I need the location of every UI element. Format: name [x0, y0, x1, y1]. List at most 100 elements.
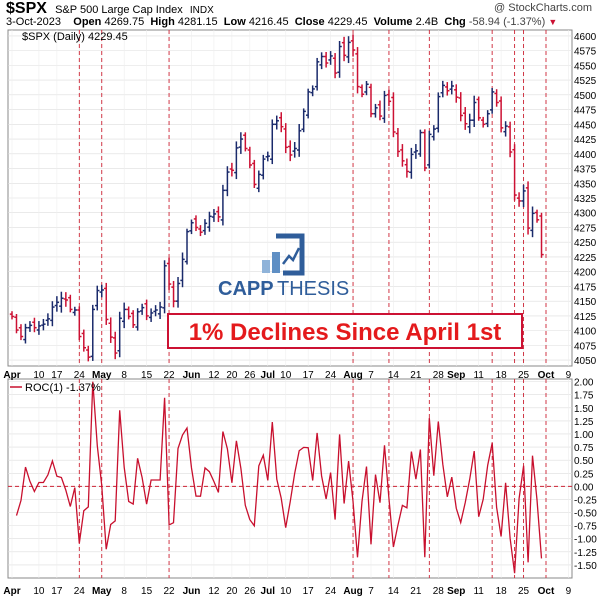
ohlc-bar: [413, 144, 419, 159]
ohlc-bar: [243, 132, 248, 152]
roc-y-tick-label: 1.25: [574, 417, 594, 428]
ohlc-bar: [121, 302, 127, 329]
ohlc-bar: [418, 129, 423, 157]
ohlc-bar: [431, 125, 437, 141]
ohlc-bar: [144, 299, 149, 321]
roc-y-tick-label: -0.25: [574, 495, 597, 506]
ohlc-bar: [139, 303, 145, 315]
price-x-tick-label: 17: [303, 370, 315, 381]
roc-x-tick-label: 7: [368, 586, 374, 597]
ohlc-bar: [157, 301, 163, 320]
price-y-tick-label: 4175: [574, 282, 597, 293]
logo-arrow: [282, 247, 301, 265]
ohlc-bar: [238, 132, 244, 154]
price-x-tick-label: 14: [388, 370, 400, 381]
logo-text-thesis: THESIS: [277, 278, 349, 300]
ohlc-bar: [512, 144, 517, 201]
ohlc-bar: [422, 129, 428, 172]
roc-y-tick-label: -0.50: [574, 509, 597, 520]
ohlc-bar: [332, 53, 338, 79]
price-y-tick-label: 4350: [574, 179, 597, 190]
roc-legend-text: ROC(1) -1.37%: [25, 382, 101, 394]
ohlc-bar: [135, 308, 140, 331]
roc-y-tick-label: -1.25: [574, 548, 597, 559]
ohlc-bar: [516, 192, 522, 207]
ohlc-bar: [99, 284, 104, 298]
price-y-tick-label: 4400: [574, 150, 597, 161]
roc-x-tick-label: 11: [473, 586, 484, 597]
ohlc-bar: [171, 280, 176, 308]
price-x-tick-label: 18: [496, 370, 508, 381]
ohlc-bar: [130, 310, 136, 328]
ohlc-bar: [108, 317, 113, 343]
ohlc-bar: [458, 92, 463, 122]
ohlc-bar: [319, 52, 324, 70]
price-x-tick-label: Aug: [343, 370, 362, 381]
close-value: 4229.45: [327, 16, 368, 28]
ohlc-bar: [498, 96, 504, 133]
ohlc-bar: [440, 80, 445, 98]
ohlc-bar: [368, 83, 374, 118]
roc-y-tick-label: 1.75: [574, 391, 594, 402]
roc-x-tick-label: 12: [208, 586, 220, 597]
price-y-tick-label: 4050: [574, 356, 597, 367]
ohlc-bar: [391, 92, 396, 138]
roc-x-tick-label: 20: [226, 586, 238, 597]
roc-x-tick-label: 24: [74, 586, 86, 597]
price-x-tick-label: 20: [226, 370, 238, 381]
price-y-tick-label: 4375: [574, 165, 597, 176]
price-x-tick-label: 22: [163, 370, 175, 381]
ohlc-bar: [9, 311, 15, 320]
price-x-tick-label: 24: [325, 370, 337, 381]
open-value: 4269.75: [104, 16, 145, 28]
ohlc-bar: [382, 90, 387, 123]
ohlc-bar: [63, 292, 69, 307]
price-y-tick-label: 4150: [574, 297, 597, 308]
ohlc-bar: [234, 141, 239, 180]
roc-y-tick-label: 1.00: [574, 430, 594, 441]
ohlc-bar: [216, 206, 221, 223]
price-legend-text: $SPX (Daily) 4229.45: [22, 31, 128, 43]
ohlc-bar: [507, 121, 513, 158]
ohlc-bar: [436, 92, 441, 133]
price-y-tick-label: 4550: [574, 61, 597, 72]
ohlc-bar: [270, 119, 275, 165]
ohlc-bar: [449, 80, 454, 95]
ohlc-bar: [184, 228, 190, 265]
high-value: 4281.15: [177, 16, 218, 28]
price-x-tick-label: May: [92, 370, 112, 381]
ohlc-bar: [126, 306, 131, 320]
ohlc-bar: [261, 154, 266, 180]
roc-legend: ROC(1) -1.37%: [10, 382, 101, 394]
price-x-tick-label: 11: [473, 370, 484, 381]
ohlc-bar: [113, 331, 118, 360]
ohlc-bar: [427, 130, 432, 169]
roc-x-tick-label: Oct: [538, 586, 555, 597]
logo-text-capp: CAPP: [218, 278, 274, 300]
price-y-tick-label: 4500: [574, 91, 597, 102]
ohlc-bar: [463, 107, 468, 130]
price-x-tick-label: Jul: [261, 370, 276, 381]
annotation-frame: [167, 313, 523, 349]
roc-x-tick-label: 17: [51, 586, 63, 597]
ohlc-bar: [409, 147, 414, 179]
price-y-tick-label: 4225: [574, 253, 597, 264]
ohlc-bar: [193, 215, 199, 232]
low-label: Low: [223, 16, 246, 28]
price-y-tick-label: 4300: [574, 209, 597, 220]
ohlc-bar: [54, 296, 60, 312]
ohlc-bar: [395, 128, 401, 157]
roc-x-tick-label: Sep: [447, 586, 465, 597]
open-label: Open: [73, 16, 102, 28]
price-x-tick-label: 21: [410, 370, 422, 381]
price-x-tick-label: 12: [208, 370, 220, 381]
ohlc-bar: [95, 285, 100, 311]
ohlc-bar: [207, 211, 212, 232]
ohlc-bar: [445, 82, 450, 96]
roc-x-tick-label: 9: [566, 586, 572, 597]
high-label: High: [150, 16, 175, 28]
quote-date: 3-Oct-2023: [6, 16, 62, 28]
copyright: @ StockCharts.com: [494, 2, 592, 14]
ohlc-bar: [50, 301, 55, 327]
ohlc-bar: [252, 159, 257, 189]
